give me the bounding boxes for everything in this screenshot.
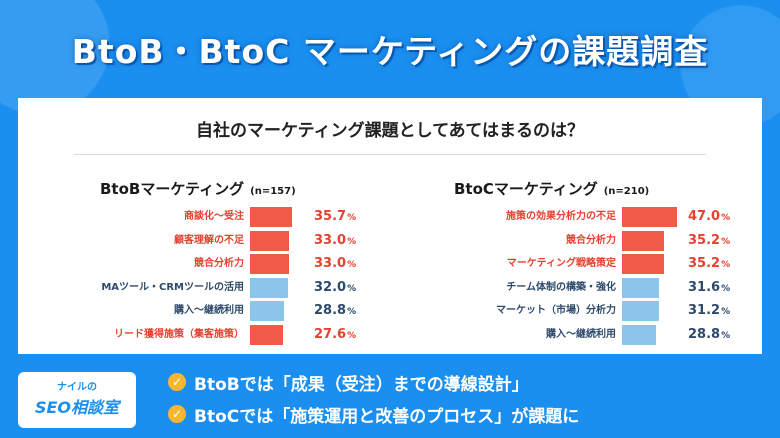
bar-label: 顧客理解の不足	[174, 234, 244, 246]
bar-unit: %	[347, 213, 357, 223]
bar-value: 35.2%	[688, 232, 731, 248]
bar	[250, 301, 284, 321]
bar	[622, 324, 656, 345]
check-icon: ✓	[168, 373, 186, 391]
bar-value: 31.2%	[688, 303, 731, 318]
summary-text-2: BtoCでは「施策運用と改善のプロセス」が課題に	[194, 406, 580, 427]
bar-unit: %	[347, 307, 357, 317]
divider	[74, 154, 706, 155]
bar-value: 47.0%	[688, 209, 731, 224]
btob-sample-size: (n=157)	[250, 186, 296, 197]
bar-label: 競合分析力	[566, 234, 616, 246]
bar-unit: %	[347, 283, 357, 294]
bar	[250, 207, 292, 227]
bar-value: 35.7%	[314, 209, 357, 224]
bar-unit: %	[721, 307, 731, 317]
bar-label: MAツール・CRMツールの活用	[101, 281, 244, 293]
bar	[622, 254, 664, 274]
bar-row: チーム体制の構築・強化 31.6%	[418, 277, 758, 299]
bar	[622, 207, 677, 227]
bar-label: リード獲得施策（集客施策）	[114, 328, 244, 340]
bar-row: 商談化～受注 35.7%	[58, 206, 378, 228]
bar-unit: %	[721, 283, 731, 294]
bar	[250, 277, 288, 298]
bar-label: 施策の効果分析力の不足	[506, 211, 616, 222]
summary: ✓ BtoBでは「成果（受注）までの導線設計」 ✓ BtoCでは「施策運用と改善…	[0, 360, 780, 438]
page-title: BtoB・BtoC マーケティングの課題調査	[71, 32, 709, 71]
bar-label: 購入～継続利用	[174, 305, 244, 316]
bar-label: 商談化～受注	[184, 211, 244, 222]
bar-label: マーケット（市場）分析力	[496, 305, 616, 316]
bar	[622, 301, 659, 321]
bar-unit: %	[721, 236, 731, 247]
bar-row: 購入～継続利用 28.8%	[418, 324, 758, 346]
bar-value: 35.2%	[688, 256, 731, 271]
bar-value: 28.8%	[688, 326, 731, 342]
bar	[250, 230, 289, 251]
bar	[622, 277, 659, 298]
bar-label: チーム体制の構築・強化	[506, 281, 616, 293]
bar-value: 32.0%	[314, 279, 357, 295]
bar	[250, 254, 289, 274]
bar-row: 競合分析力 33.0%	[58, 253, 378, 275]
btoc-chart-title: BtoCマーケティング (n=210)	[454, 178, 649, 199]
logo: ナイルの SEO相談室	[18, 372, 136, 428]
bar	[622, 230, 664, 251]
bar-row: 顧客理解の不足 33.0%	[58, 230, 378, 252]
bar-label: 競合分析力	[194, 258, 244, 269]
bar-unit: %	[347, 330, 357, 341]
logo-main-text: SEO相談室	[34, 398, 120, 417]
summary-line-2: ✓ BtoCでは「施策運用と改善のプロセス」が課題に	[168, 400, 579, 428]
bar-value: 27.6%	[314, 326, 357, 342]
bar-value: 28.8%	[314, 303, 357, 318]
bar-row: マーケティング戦略策定 35.2%	[418, 253, 758, 275]
btoc-sample-size: (n=210)	[603, 186, 650, 197]
bar-label: 購入～継続利用	[546, 328, 616, 340]
bar-value: 33.0%	[314, 232, 357, 248]
logo-top-text: ナイルの	[57, 382, 97, 393]
bar-unit: %	[721, 213, 731, 223]
btob-title-text: BtoBマーケティング	[100, 180, 245, 198]
bar-value: 31.6%	[688, 279, 731, 295]
summary-line-1: ✓ BtoBでは「成果（受注）までの導線設計」	[168, 368, 529, 396]
bar-row: MAツール・CRMツールの活用 32.0%	[58, 277, 378, 299]
bar-label: マーケティング戦略策定	[506, 258, 616, 269]
bar-unit: %	[347, 236, 357, 247]
bar-value: 33.0%	[314, 256, 357, 271]
bar-unit: %	[347, 260, 357, 270]
bar-row: 購入～継続利用 28.8%	[58, 300, 378, 322]
btob-chart-title: BtoBマーケティング (n=157)	[100, 178, 296, 199]
check-icon: ✓	[168, 405, 186, 423]
header: BtoB・BtoC マーケティングの課題調査	[0, 0, 780, 98]
question-text: 自社のマーケティング課題としてあてはまるのは？	[196, 121, 584, 141]
chart-panel: 自社のマーケティング課題としてあてはまるのは？ BtoBマーケティング (n=15…	[18, 98, 762, 354]
summary-text-1: BtoBでは「成果（受注）までの導線設計」	[194, 374, 529, 395]
bar-row: 競合分析力 35.2%	[418, 230, 758, 252]
bar-row: マーケット（市場）分析力 31.2%	[418, 300, 758, 322]
bar-row: リード獲得施策（集客施策） 27.6%	[58, 324, 378, 346]
bar-unit: %	[721, 260, 731, 270]
bar	[250, 324, 283, 345]
btoc-title-text: BtoCマーケティング	[454, 180, 598, 198]
bar-unit: %	[721, 330, 731, 341]
bar-row: 施策の効果分析力の不足 47.0%	[418, 206, 758, 228]
